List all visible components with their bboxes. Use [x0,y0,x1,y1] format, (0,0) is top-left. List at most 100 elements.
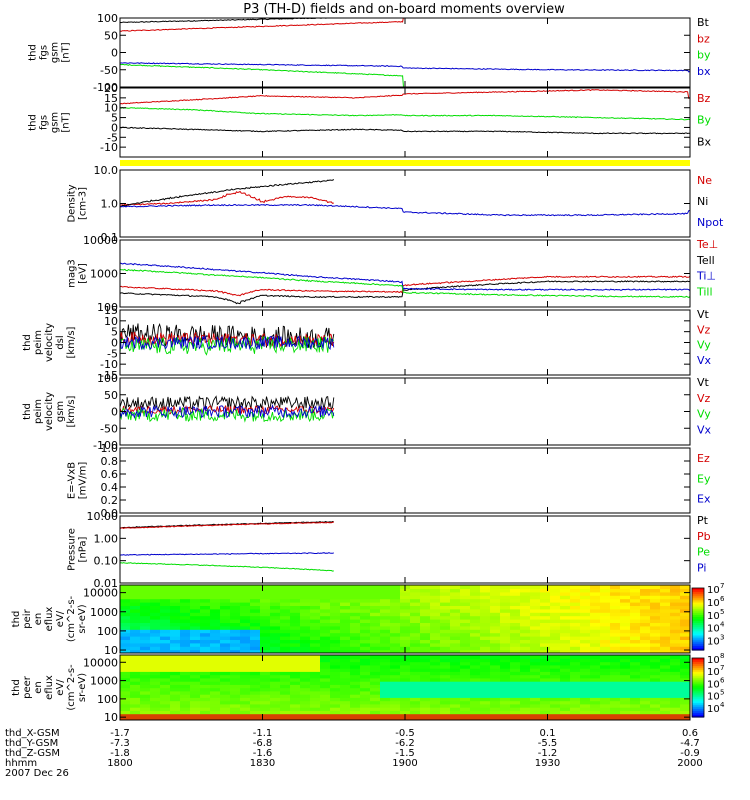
spectrogram-cell [590,668,601,672]
spectrogram-cell [330,608,341,613]
spectrogram-cell [640,642,651,647]
spectrogram-cell [430,694,441,698]
spectrogram-cell [670,588,681,593]
spectrogram-cell [490,703,501,708]
spectrogram-cell [350,595,361,600]
spectrogram-cell [190,697,201,702]
spectrogram-cell [590,707,601,711]
spectrogram-cell [280,690,291,695]
spectrogram-cell [140,595,151,600]
spectrogram-cell [560,710,571,715]
spectrogram-cell [500,684,511,689]
spectrogram-cell [620,605,631,610]
spectrogram-cell [580,668,591,672]
spectrogram-cell [590,703,601,708]
spectrogram-cell [200,605,211,610]
spectrogram-cell [650,591,661,596]
spectrogram-cell [500,690,511,695]
spectrogram-cell [320,639,331,644]
spectrogram-cell [150,595,161,600]
series-line-Te⊥ [120,275,690,297]
colorbar-cell [692,594,704,597]
spectrogram-cell [570,681,581,685]
spectrogram-cell [130,684,141,689]
spectrogram-cell [540,684,551,689]
spectrogram-cell [290,716,301,720]
spectrogram-cell [580,591,591,596]
spectrogram-cell [130,642,141,647]
spectrogram-cell [240,710,251,715]
spectrogram-cell [600,608,611,613]
spectrogram-cell [230,671,241,676]
spectrogram-cell [520,655,531,659]
spectrogram-cell [330,668,341,672]
spectrogram-cell [520,588,531,593]
spectrogram-cell [540,681,551,685]
spectrogram-cell [550,585,561,589]
spectrogram-cell [140,615,151,620]
spectrogram-cell [290,713,301,718]
spectrogram-cell [450,629,461,634]
spectrogram-cell [510,707,521,711]
spectrogram-cell [280,588,291,593]
spectrogram-cell [490,595,501,600]
spectrogram-cell [670,598,681,603]
spectrogram-cell [410,677,421,682]
spectrogram-cell [450,615,461,620]
spectrogram-cell [260,629,271,634]
spectrogram-cell [670,585,681,589]
spectrogram-cell [590,636,601,640]
spectrogram-cell [430,677,441,682]
spectrogram-cell [410,595,421,600]
spectrogram-cell [590,591,601,596]
spectrogram-cell [340,684,351,689]
spectrogram-cell [120,639,131,644]
spectrogram-cell [180,639,191,644]
legend-entry: Vx [697,423,712,436]
spectrogram-cell [420,671,431,676]
spectrogram-cell [680,639,690,644]
spectrogram-cell [530,700,541,705]
spectrogram-cell [330,625,341,630]
spectrogram-cell [440,625,451,630]
spectrogram-cell [510,591,521,596]
spectrogram-cell [360,639,371,644]
spectrogram-cell [370,674,381,679]
spectrogram-cell [140,649,151,653]
spectrogram-cell [240,605,251,610]
spectrogram-cell [570,649,581,653]
spectrogram-cell [530,713,541,718]
spectrogram-cell [390,716,401,720]
spectrogram-cell [260,619,271,623]
spectrogram-cell [320,677,331,682]
spectrogram-cell [520,585,531,589]
spectrogram-cell [630,591,641,596]
spectrogram-cell [330,632,341,637]
spectrogram-cell [540,690,551,695]
spectrogram-cell [130,655,141,659]
spectrogram-cell [290,664,301,669]
spectrogram-cell [630,625,641,630]
spectrogram-cell [520,658,531,663]
spectrogram-cell [540,629,551,634]
spectrogram-cell [390,612,401,617]
x-axis-value: 0.1 [540,728,556,739]
spectrogram-cell [570,588,581,593]
spectrogram-cell [320,700,331,705]
spectrogram-cell [330,687,341,692]
spectrogram-cell [180,694,191,698]
x-axis-value: -1.2 [538,748,558,759]
spectrogram-cell [650,619,661,623]
spectrogram-cell [310,588,321,593]
spectrogram-cell [340,598,351,603]
spectrogram-cell [430,636,441,640]
y-axis-label: [cm-3] [78,187,89,220]
spectrogram-cell [510,636,521,640]
spectrogram-cell [540,615,551,620]
spectrogram-cell [290,681,301,685]
spectrogram-cell [420,655,431,659]
spectrogram-cell [330,707,341,711]
spectrogram-cell [210,716,221,720]
spectrogram-cell [160,646,171,651]
spectrogram-cell [650,649,661,653]
